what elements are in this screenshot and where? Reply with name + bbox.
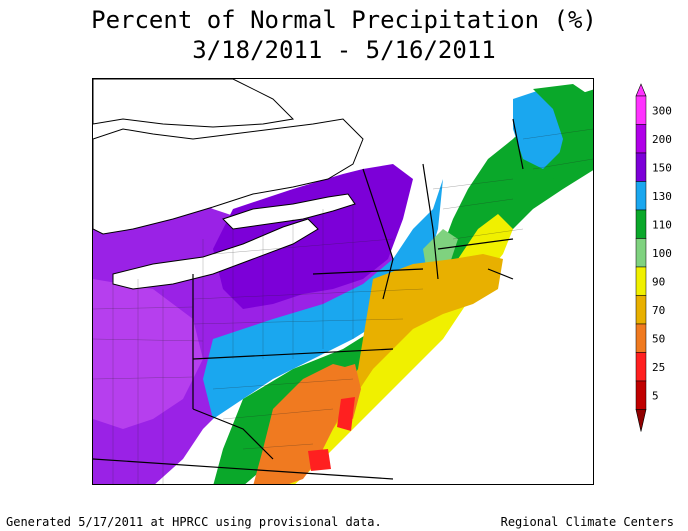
legend-arrow-top <box>635 83 647 97</box>
precipitation-map <box>92 78 594 485</box>
legend-arrow-bottom <box>635 409 647 432</box>
legend-swatch <box>635 352 647 382</box>
legend-label: 130 <box>652 190 672 203</box>
legend-swatch <box>635 181 647 211</box>
legend-swatch <box>635 124 647 154</box>
legend-swatch <box>635 323 647 353</box>
map-title: Percent of Normal Precipitation (%) <box>91 6 597 34</box>
legend-label: 150 <box>652 161 672 174</box>
color-legend: 300 200 150 130 110 100 90 70 50 25 5 <box>635 83 672 432</box>
lake-erie <box>112 218 319 290</box>
legend-swatch <box>635 266 647 296</box>
legend-label: 25 <box>652 361 665 374</box>
legend-label: 70 <box>652 304 665 317</box>
legend-label: 300 <box>652 104 672 117</box>
lake-huron <box>93 118 364 235</box>
legend-label: 110 <box>652 218 672 231</box>
legend-swatch <box>635 209 647 239</box>
legend-swatch <box>635 152 647 182</box>
region-red-virginia <box>308 449 331 471</box>
region-orange <box>253 364 353 484</box>
region-maine-green <box>533 84 593 179</box>
legend-swatch <box>635 238 647 268</box>
county-lines <box>93 128 593 484</box>
legend-swatch <box>635 95 647 125</box>
atlantic-ocean <box>325 239 593 484</box>
generated-note: Generated 5/17/2011 at HPRCC using provi… <box>6 515 382 529</box>
legend-swatch <box>635 380 647 410</box>
legend-label: 50 <box>652 332 665 345</box>
region-red-delmarva <box>337 397 355 431</box>
legend-label: 5 <box>652 389 659 402</box>
legend-label: 100 <box>652 247 672 260</box>
legend-label: 200 <box>652 133 672 146</box>
source-credit: Regional Climate Centers <box>500 515 674 529</box>
region-ohio-purple <box>93 279 203 429</box>
lake-ontario <box>222 193 356 230</box>
legend-swatch <box>635 295 647 325</box>
legend-label: 90 <box>652 275 665 288</box>
lake-michigan-shore <box>93 79 295 128</box>
map-date-range: 3/18/2011 - 5/16/2011 <box>192 36 496 64</box>
